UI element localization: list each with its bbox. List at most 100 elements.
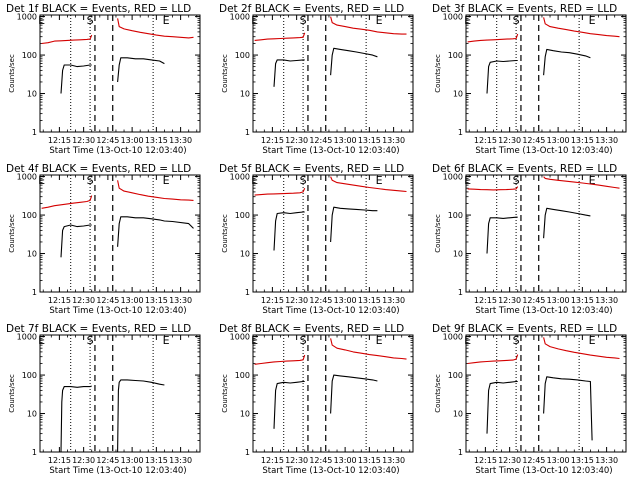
y-tick-label: 100: [22, 211, 37, 220]
series-events-line: [273, 59, 305, 87]
plot-frame: [39, 174, 201, 293]
series-lld-line: [543, 17, 620, 38]
series-events-line: [330, 47, 378, 76]
plot-frame: [39, 14, 201, 133]
series-lld-line: [330, 16, 407, 35]
series-lld-line: [330, 338, 407, 360]
x-axis-label: Start Time (13-Oct-10 12:03:40): [475, 306, 612, 316]
y-tick-label: 10: [453, 250, 463, 259]
y-tick-label: 100: [22, 51, 37, 60]
marker-label: S: [513, 174, 520, 187]
detector-panel-5: Det 5f BLACK = Events, RED = LLD 1 10 100 10…: [219, 163, 414, 316]
series-events-line: [117, 379, 165, 453]
x-tick-label: 13:00: [547, 296, 570, 305]
y-tick-label: 1: [32, 128, 37, 137]
x-tick-label: 13:00: [334, 296, 357, 305]
plot-frame: [465, 334, 627, 453]
marker-label: E: [38, 334, 45, 347]
marker-label: E: [464, 334, 471, 347]
series-lld-line: [543, 176, 620, 189]
y-tick-label: 10: [240, 410, 250, 419]
x-tick-label: 12:45: [309, 296, 332, 305]
panel-title: Det 5f BLACK = Events, RED = LLD: [219, 163, 404, 175]
y-axis-label: Counts/sec: [8, 374, 16, 413]
marker-label: E: [376, 334, 383, 347]
detector-panel-7: Det 7f BLACK = Events, RED = LLD 1 10 100 10…: [6, 323, 201, 476]
x-tick-label: 12:45: [96, 296, 119, 305]
marker-label: E: [464, 14, 471, 27]
y-tick-label: 100: [235, 211, 250, 220]
y-tick-label: 1000: [230, 333, 250, 342]
series-events-line: [60, 64, 92, 94]
y-tick-label: 1000: [230, 13, 250, 22]
series-events-line: [543, 376, 593, 441]
series-events-line: [273, 211, 305, 251]
x-axis-label: Start Time (13-Oct-10 12:03:40): [475, 146, 612, 156]
panel-title: Det 7f BLACK = Events, RED = LLD: [6, 323, 191, 335]
y-axis-label: Counts/sec: [221, 214, 229, 253]
x-tick-label: 12:15: [261, 136, 284, 145]
marker-label: E: [589, 334, 596, 347]
x-tick-label: 12:45: [309, 136, 332, 145]
x-tick-label: 12:45: [96, 136, 119, 145]
y-tick-label: 100: [448, 211, 463, 220]
marker-label: E: [589, 174, 596, 187]
detector-panel-3: Det 3f BLACK = Events, RED = LLD 1 10 100 10…: [432, 3, 627, 156]
x-tick-label: 12:45: [309, 456, 332, 465]
x-tick-label: 12:30: [498, 136, 521, 145]
marker-label: E: [163, 14, 170, 27]
series-events-line: [486, 380, 518, 434]
marker-label: E: [38, 14, 45, 27]
series-lld-line: [467, 354, 519, 365]
x-tick-label: 13:15: [358, 456, 381, 465]
x-axis-label: Start Time (13-Oct-10 12:03:40): [262, 466, 399, 476]
y-tick-label: 1: [458, 448, 463, 457]
y-tick-label: 1000: [17, 333, 37, 342]
plot-frame: [465, 14, 627, 133]
series-lld-line: [254, 354, 306, 365]
series-lld-line: [41, 195, 93, 209]
marker-label: E: [464, 174, 471, 187]
series-lld-line: [254, 32, 306, 41]
x-tick-label: 12:45: [522, 456, 545, 465]
detector-panel-2: Det 2f BLACK = Events, RED = LLD 1 10 100 10…: [219, 3, 414, 156]
series-events-line: [60, 224, 92, 258]
panel-title: Det 9f BLACK = Events, RED = LLD: [432, 323, 617, 335]
x-tick-label: 12:45: [96, 456, 119, 465]
x-tick-label: 13:30: [595, 456, 618, 465]
x-tick-label: 12:15: [261, 296, 284, 305]
marker-label: S: [87, 334, 94, 347]
y-tick-label: 100: [235, 51, 250, 60]
x-tick-label: 12:30: [72, 456, 95, 465]
series-lld-line: [117, 18, 194, 39]
x-axis-label: Start Time (13-Oct-10 12:03:40): [49, 146, 186, 156]
y-tick-label: 1: [245, 288, 250, 297]
marker-label: E: [376, 14, 383, 27]
y-axis-label: Counts/sec: [434, 374, 442, 413]
marker-label: E: [376, 174, 383, 187]
series-events-line: [486, 59, 518, 94]
y-tick-label: 10: [453, 410, 463, 419]
series-events-line: [543, 48, 591, 76]
x-tick-label: 13:00: [121, 456, 144, 465]
panel-title: Det 6f BLACK = Events, RED = LLD: [432, 163, 617, 175]
marker-label: E: [163, 334, 170, 347]
series-events-line: [486, 216, 518, 254]
x-tick-label: 12:30: [72, 296, 95, 305]
series-lld-line: [254, 187, 306, 196]
marker-label: S: [300, 334, 307, 347]
x-tick-label: 12:30: [498, 456, 521, 465]
series-lld-line: [330, 176, 407, 193]
y-tick-label: 1: [458, 128, 463, 137]
x-tick-label: 12:15: [48, 296, 71, 305]
y-tick-label: 100: [22, 371, 37, 380]
y-tick-label: 1: [458, 288, 463, 297]
series-events-line: [117, 57, 165, 83]
y-tick-label: 10: [27, 90, 37, 99]
x-axis-label: Start Time (13-Oct-10 12:03:40): [262, 146, 399, 156]
y-axis-label: Counts/sec: [434, 54, 442, 93]
x-tick-label: 13:30: [169, 456, 192, 465]
series-lld-line: [41, 34, 93, 45]
y-tick-label: 100: [448, 371, 463, 380]
